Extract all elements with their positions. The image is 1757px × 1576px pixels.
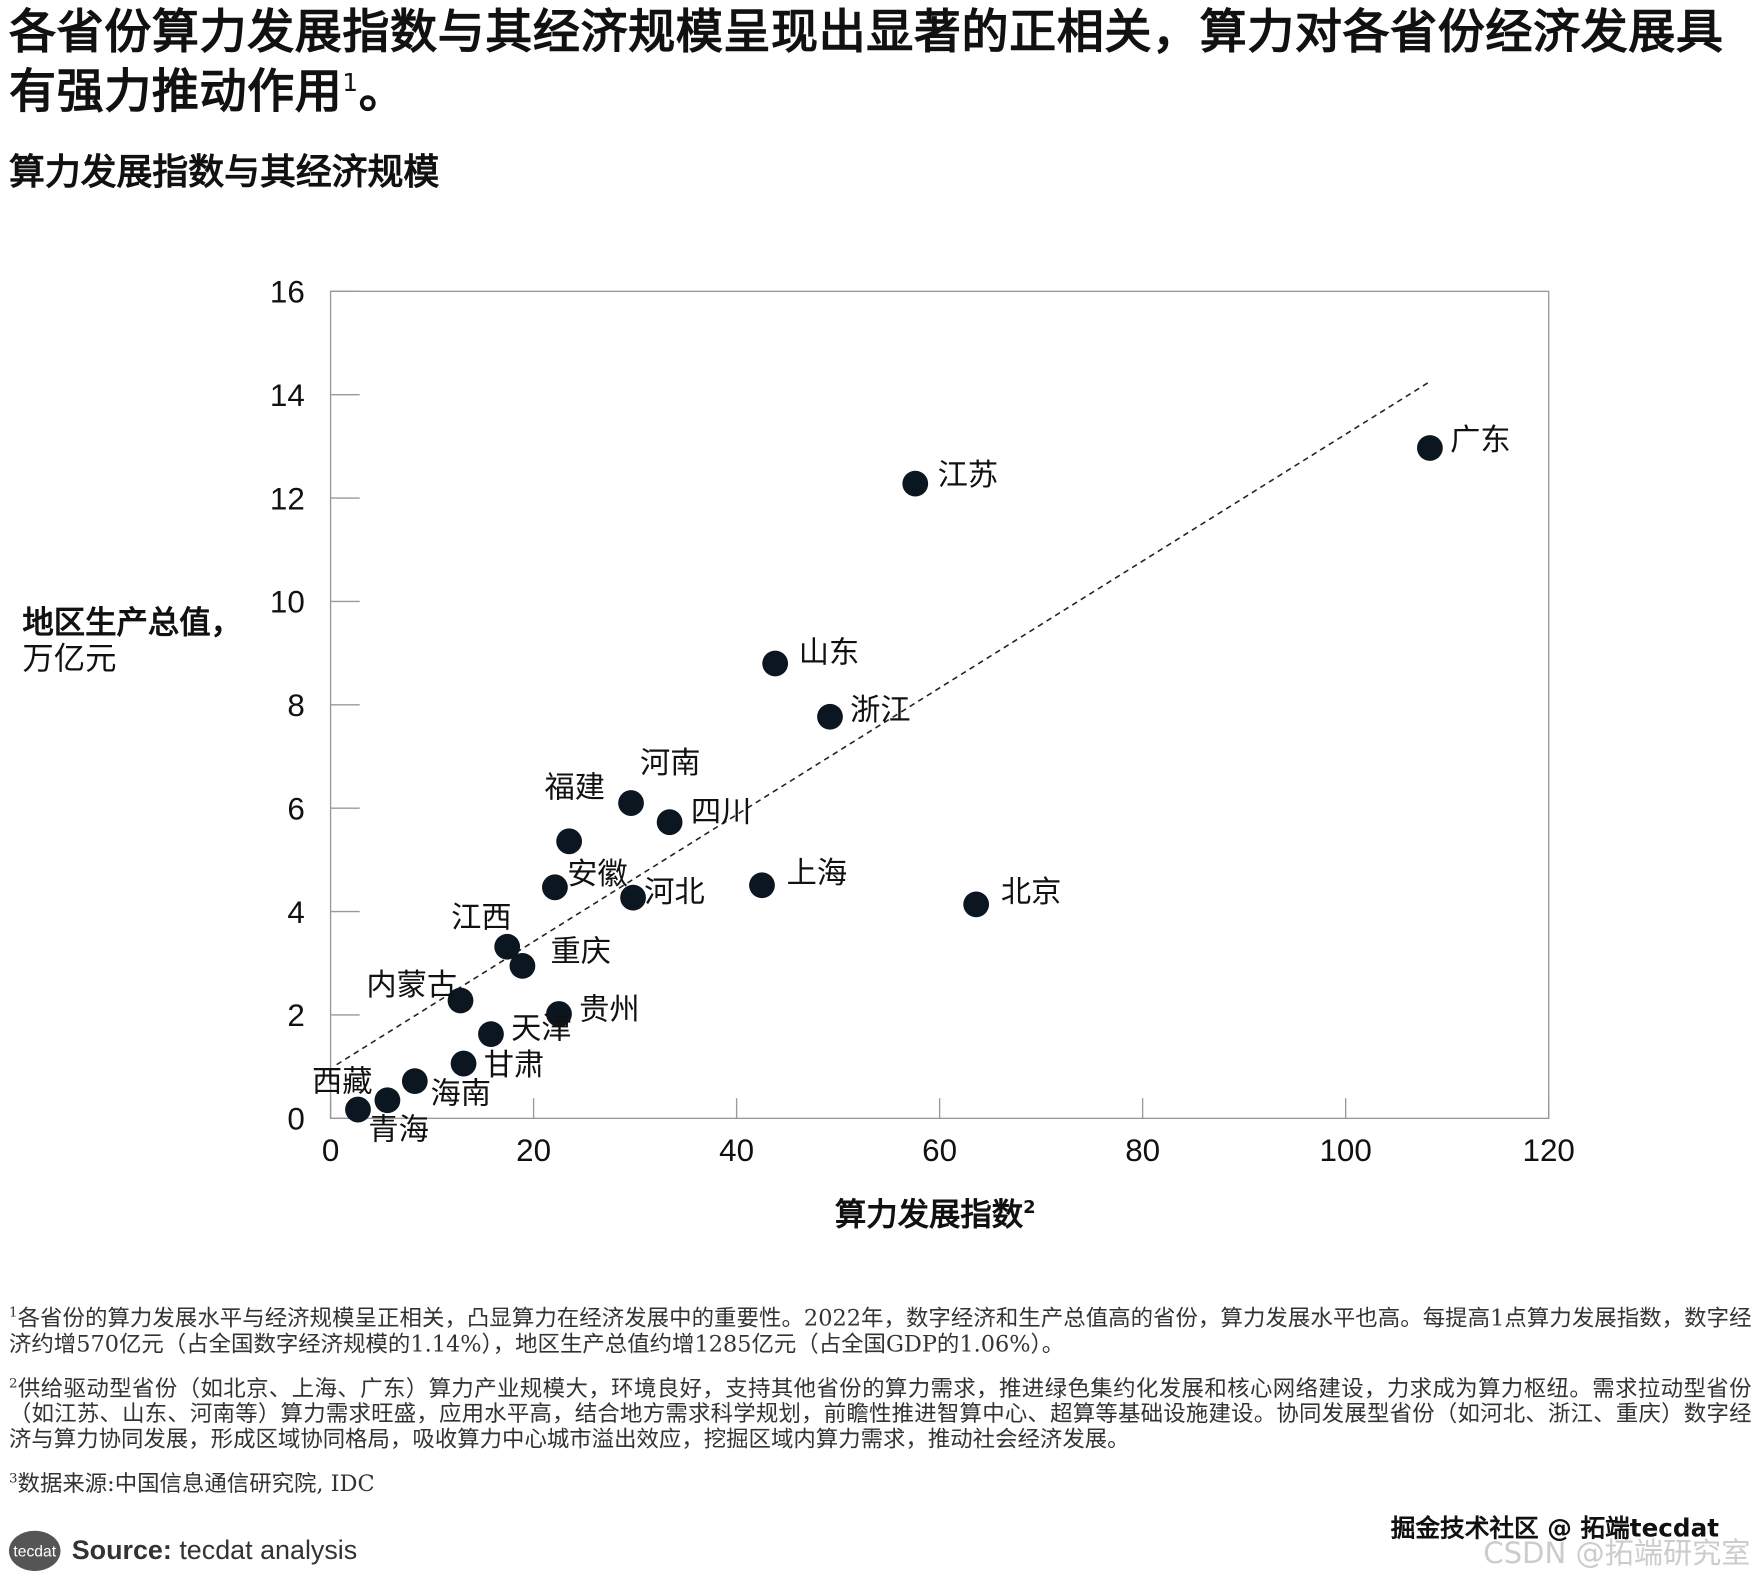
y-tick-label: 10	[270, 585, 305, 620]
data-point	[509, 952, 536, 979]
x-tick-label: 80	[1125, 1133, 1160, 1168]
y-tick-label: 6	[287, 791, 304, 826]
data-point	[447, 987, 474, 1014]
point-label: 甘肃	[484, 1048, 545, 1083]
x-tick-label: 60	[922, 1133, 957, 1168]
y-tick-label: 0	[287, 1102, 304, 1137]
footnote-2-number: 2	[8, 1374, 18, 1391]
data-point	[963, 891, 990, 918]
x-tick-label: 0	[322, 1133, 339, 1168]
data-point	[401, 1068, 428, 1095]
footnote-3: 3数据来源:中国信息通信研究院, IDC	[9, 1466, 1752, 1497]
data-point	[556, 828, 583, 855]
data-point	[817, 703, 843, 730]
tecdat-logo: tecdat	[8, 1530, 61, 1572]
point-label: 西藏	[312, 1065, 373, 1100]
headline-text: 各省份算力发展指数与其经济规模呈现出显著的正相关，算力对各省份经济发展具有强力推…	[8, 4, 1724, 119]
y-axis-label-line1: 地区生产总值，	[22, 604, 243, 641]
x-axis-label-text: 算力发展指数	[834, 1195, 1024, 1233]
data-point	[374, 1087, 401, 1114]
point-label: 江西	[451, 901, 512, 936]
data-point	[494, 933, 521, 960]
data-point	[656, 809, 683, 836]
x-tick-label: 40	[719, 1133, 754, 1168]
footnote-2-text: 供给驱动型省份（如北京、上海、广东）算力产业规模大，环境良好，支持其他省份的算力…	[8, 1374, 1752, 1453]
data-point	[749, 872, 775, 899]
point-label: 安徽	[567, 857, 628, 892]
y-tick-label: 8	[287, 688, 304, 723]
y-tick-label: 14	[270, 378, 305, 413]
source-text: tecdat analysis	[179, 1535, 358, 1566]
footnote-1-text: 各省份的算力发展水平与经济规模呈正相关，凸显算力在经济发展中的重要性。2022年…	[8, 1303, 1752, 1357]
point-label: 内蒙古	[366, 968, 457, 1003]
watermark-juejin: 掘金技术社区 @ 拓端tecdat	[1390, 1515, 1720, 1544]
data-point	[618, 790, 644, 816]
point-label: 广东	[1450, 423, 1511, 458]
point-label: 重庆	[550, 934, 611, 969]
point-label: 青海	[368, 1112, 429, 1147]
point-label: 浙江	[850, 693, 911, 728]
chart-title: 算力发展指数与其经济规模	[8, 150, 440, 193]
footnotes: 1各省份的算力发展水平与经济规模呈正相关，凸显算力在经济发展中的重要性。2022…	[9, 1300, 1752, 1511]
headline: 各省份算力发展指数与其经济规模呈现出显著的正相关，算力对各省份经济发展具有强力推…	[8, 4, 1746, 119]
x-tick-label: 100	[1319, 1133, 1371, 1168]
headline-footnote-ref: 1	[342, 69, 359, 98]
headline-end: 。	[358, 63, 407, 119]
point-label: 山东	[799, 635, 860, 670]
point-label: 福建	[544, 771, 605, 806]
y-tick-label: 16	[270, 275, 305, 310]
data-point	[1417, 435, 1443, 461]
point-label: 四川	[691, 795, 752, 830]
y-axis-label-line2: 万亿元	[22, 639, 117, 677]
data-point	[478, 1021, 504, 1047]
data-point	[345, 1096, 371, 1123]
x-axis-label: 算力发展指数2	[835, 1190, 1036, 1235]
plot-frame	[329, 290, 1550, 1120]
point-label: 天津	[511, 1012, 572, 1047]
y-tick-label: 2	[287, 998, 304, 1033]
footnote-3-text: 数据来源:中国信息通信研究院, IDC	[17, 1470, 375, 1498]
footnote-1: 1各省份的算力发展水平与经济规模呈正相关，凸显算力在经济发展中的重要性。2022…	[9, 1300, 1752, 1357]
y-axis-label: 地区生产总值， 万亿元	[22, 605, 242, 677]
point-label: 河南	[640, 746, 701, 781]
data-point	[450, 1050, 477, 1077]
data-point	[620, 884, 646, 911]
point-label: 河北	[644, 875, 705, 910]
x-axis-label-footnote-ref: 2	[1023, 1196, 1036, 1218]
scatter-chart: 0 2 4 6 8 10 12 14 16 0 20 40 60 80 100 120 广东江苏山东浙江河南四川…	[270, 275, 1575, 1168]
footnote-2: 2供给驱动型省份（如北京、上海、广东）算力产业规模大，环境良好，支持其他省份的算…	[9, 1370, 1752, 1453]
data-point	[546, 1001, 572, 1027]
data-point	[762, 650, 789, 677]
data-point	[902, 470, 929, 497]
y-tick-label: 4	[287, 895, 304, 930]
point-label: 江苏	[938, 458, 999, 493]
point-label: 海南	[431, 1077, 492, 1112]
y-tick-label: 12	[270, 481, 305, 516]
data-point	[542, 874, 568, 901]
point-label: 贵州	[579, 993, 640, 1028]
point-label: 北京	[1001, 875, 1062, 910]
footnote-3-number: 3	[8, 1470, 18, 1487]
point-label: 上海	[787, 856, 848, 891]
x-tick-label: 120	[1523, 1133, 1575, 1168]
source-label: Source:	[71, 1535, 172, 1566]
source-line: tecdat Source: tecdat analysis	[8, 1530, 358, 1572]
x-tick-label: 20	[516, 1133, 551, 1168]
watermark-csdn: CSDN @拓端研究室	[1483, 1537, 1751, 1572]
footnote-1-number: 1	[8, 1304, 18, 1321]
